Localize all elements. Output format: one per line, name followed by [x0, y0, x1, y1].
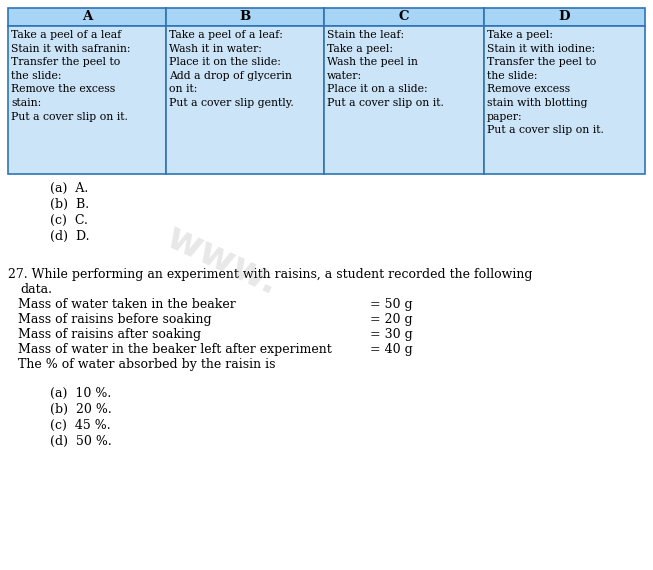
- Text: = 40 g: = 40 g: [370, 343, 413, 356]
- Text: The % of water absorbed by the raisin is: The % of water absorbed by the raisin is: [18, 358, 276, 371]
- Text: Stain the leaf:
Take a peel:
Wash the peel in
water:
Place it on a slide:
Put a : Stain the leaf: Take a peel: Wash the pe…: [327, 30, 444, 108]
- Text: (a)  A.: (a) A.: [50, 182, 88, 195]
- Text: (a)  10 %.: (a) 10 %.: [50, 387, 111, 400]
- Text: data.: data.: [20, 283, 52, 296]
- Text: (d)  50 %.: (d) 50 %.: [50, 435, 112, 448]
- Bar: [166, 8, 324, 26]
- Bar: [8, 8, 166, 26]
- Text: Mass of raisins after soaking: Mass of raisins after soaking: [18, 328, 201, 341]
- Text: D: D: [559, 10, 570, 23]
- Text: = 50 g: = 50 g: [370, 298, 413, 311]
- Text: C: C: [399, 10, 409, 23]
- Text: (c)  C.: (c) C.: [50, 214, 88, 227]
- Text: Take a peel:
Stain it with iodine:
Transfer the peel to
the slide:
Remove excess: Take a peel: Stain it with iodine: Trans…: [487, 30, 604, 135]
- Text: Take a peel of a leaf
Stain it with safranin:
Transfer the peel to
the slide:
Re: Take a peel of a leaf Stain it with safr…: [11, 30, 131, 121]
- Text: www.: www.: [160, 217, 285, 303]
- Text: = 30 g: = 30 g: [370, 328, 413, 341]
- Bar: [484, 8, 645, 26]
- Text: 27. While performing an experiment with raisins, a student recorded the followin: 27. While performing an experiment with …: [8, 268, 532, 281]
- Text: (b)  20 %.: (b) 20 %.: [50, 403, 112, 416]
- Bar: [324, 8, 484, 26]
- Bar: [8, 26, 166, 174]
- Text: (b)  B.: (b) B.: [50, 198, 89, 211]
- Text: Take a peel of a leaf:
Wash it in water:
Place it on the slide:
Add a drop of gl: Take a peel of a leaf: Wash it in water:…: [169, 30, 294, 108]
- Bar: [484, 26, 645, 174]
- Text: Mass of water taken in the beaker: Mass of water taken in the beaker: [18, 298, 236, 311]
- Text: (d)  D.: (d) D.: [50, 230, 89, 243]
- Text: B: B: [240, 10, 251, 23]
- Text: Mass of water in the beaker left after experiment: Mass of water in the beaker left after e…: [18, 343, 332, 356]
- Text: = 20 g: = 20 g: [370, 313, 413, 326]
- Text: A: A: [82, 10, 92, 23]
- Bar: [166, 26, 324, 174]
- Text: Mass of raisins before soaking: Mass of raisins before soaking: [18, 313, 212, 326]
- Bar: [324, 26, 484, 174]
- Text: (c)  45 %.: (c) 45 %.: [50, 419, 110, 432]
